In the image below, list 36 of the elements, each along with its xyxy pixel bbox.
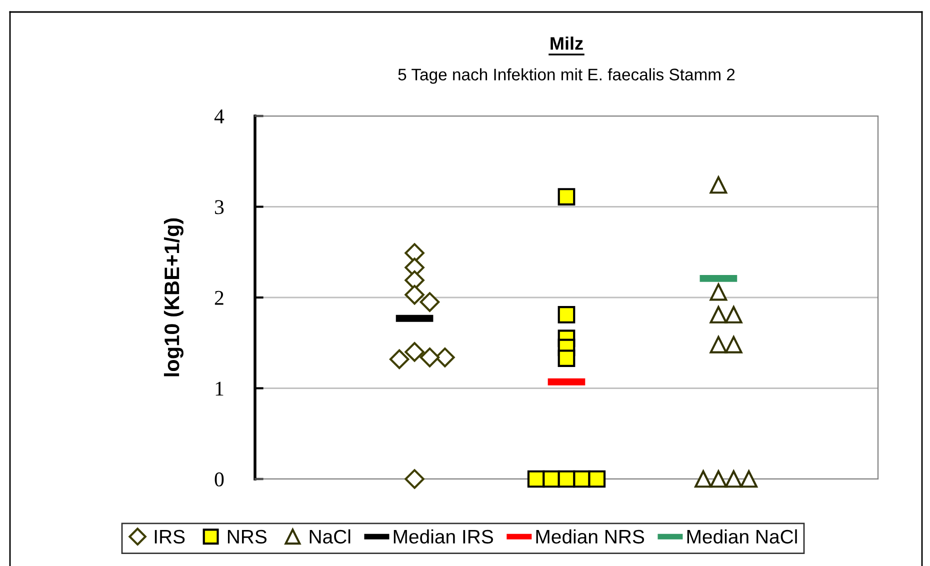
y-tick-label: 0 bbox=[214, 472, 224, 486]
legend-label: NaCl bbox=[310, 529, 350, 544]
point bbox=[724, 336, 742, 354]
point bbox=[558, 306, 576, 324]
point bbox=[404, 469, 424, 489]
chart-subtitle: 5 Tage nach Infektion mit E. faecalis Stamm 2 bbox=[398, 68, 735, 84]
point bbox=[724, 306, 742, 324]
legend-label: IRS bbox=[154, 530, 185, 544]
y-tick-label: 2 bbox=[214, 290, 224, 305]
point bbox=[724, 470, 742, 488]
legend-label: Median NaCl bbox=[687, 529, 797, 544]
point bbox=[420, 348, 440, 368]
point bbox=[710, 306, 728, 324]
point bbox=[694, 470, 712, 488]
legend-label: NRS bbox=[228, 530, 267, 544]
point bbox=[420, 292, 440, 312]
legend-label: Median IRS bbox=[394, 529, 493, 544]
y-tick-label: 1 bbox=[216, 382, 224, 396]
y-axis-title: log10 (KBE+1/g) bbox=[164, 218, 184, 376]
y-tick-label: 3 bbox=[215, 200, 224, 214]
point bbox=[558, 188, 576, 206]
point bbox=[558, 350, 576, 367]
point bbox=[404, 342, 424, 362]
point bbox=[740, 470, 758, 488]
point bbox=[710, 470, 728, 488]
point bbox=[558, 470, 576, 488]
y-tick-label: 4 bbox=[214, 110, 224, 124]
legend-label: Median NRS bbox=[536, 529, 644, 544]
point bbox=[404, 284, 424, 305]
chart-title: Milz bbox=[550, 36, 583, 50]
point bbox=[588, 470, 606, 488]
point bbox=[389, 349, 410, 370]
point bbox=[710, 336, 728, 354]
point bbox=[435, 348, 455, 368]
point bbox=[710, 283, 728, 301]
point bbox=[710, 176, 728, 194]
